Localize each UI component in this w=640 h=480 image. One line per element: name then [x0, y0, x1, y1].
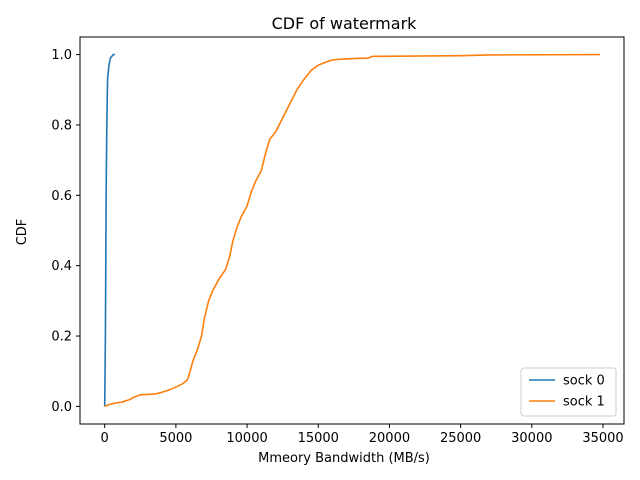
- plot-lines: [103, 53, 601, 408]
- y-axis-label: CDF: [15, 219, 30, 246]
- series-line-sock-0: [103, 53, 115, 407]
- legend-label: sock 1: [563, 395, 605, 410]
- y-tick-label: 0.4: [51, 259, 72, 274]
- x-tick-label: 25000: [440, 431, 481, 446]
- x-tick-label: 5000: [159, 431, 192, 446]
- y-tick-label: 1.0: [51, 48, 72, 63]
- y-tick-label: 0.8: [51, 118, 72, 133]
- x-tick-label: 30000: [511, 431, 552, 446]
- chart-title: CDF of watermark: [272, 14, 418, 33]
- x-tick-label: 10000: [226, 431, 267, 446]
- x-tick-label: 20000: [369, 431, 410, 446]
- plot-frame: [79, 36, 625, 425]
- x-axis-label: Mmeory Bandwidth (MB/s): [258, 451, 430, 466]
- legend: sock 0 sock 1: [520, 367, 617, 417]
- y-tick-label: 0.2: [51, 330, 72, 345]
- y-tick-label: 0.6: [51, 189, 72, 204]
- x-axis-ticks: 0 5000 10000 15000 20000 25000 30000 35000: [101, 424, 624, 446]
- series-line-sock-1: [104, 53, 601, 408]
- x-tick-label: 35000: [582, 431, 623, 446]
- y-tick-label: 0.0: [51, 400, 72, 415]
- x-tick-label: 0: [101, 431, 109, 446]
- x-tick-label: 15000: [298, 431, 339, 446]
- y-axis-ticks: 0.0 0.2 0.4 0.6 0.8 1.0: [51, 48, 80, 415]
- legend-label: sock 0: [563, 374, 605, 389]
